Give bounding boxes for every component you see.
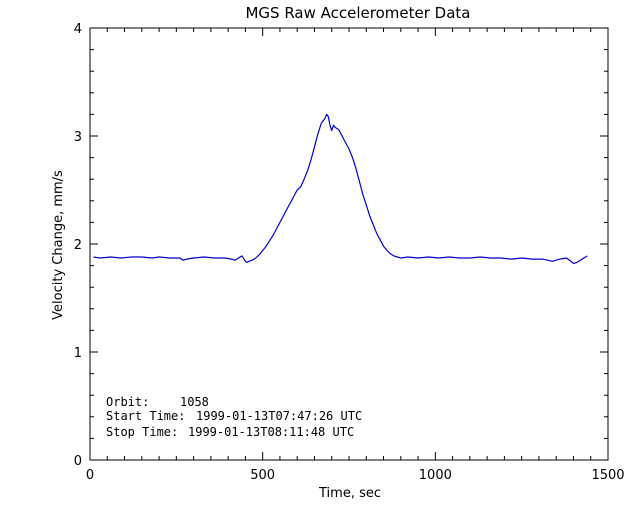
start-time-label: Start Time:	[106, 409, 185, 423]
y-axis-label: Velocity Change, mm/s	[51, 170, 66, 320]
start-time-value: 1999-01-13T07:47:26 UTC	[196, 409, 362, 423]
y-tick-label: 0	[74, 454, 82, 469]
x-axis-label: Time, sec	[318, 486, 381, 501]
x-tick-label: 500	[250, 468, 275, 483]
stop-time-value: 1999-01-13T08:11:48 UTC	[188, 425, 354, 439]
x-tick-label: 1500	[591, 468, 624, 483]
velocity-change-line	[93, 113, 588, 264]
y-tick-label: 2	[74, 238, 82, 253]
x-tick-label: 0	[86, 468, 94, 483]
stop-time-label: Stop Time:	[106, 425, 178, 439]
axis-tick-labels: 0 500 1000 1500 0 1 2 3 4	[74, 22, 625, 483]
data-series	[93, 113, 588, 264]
plot-border	[89, 27, 609, 461]
orbit-label: Orbit:	[106, 395, 149, 409]
y-tick-label: 4	[74, 22, 82, 37]
chart-title: MGS Raw Accelerometer Data	[245, 4, 470, 22]
axis-ticks	[89, 27, 609, 461]
x-tick-label: 1000	[419, 468, 452, 483]
orbit-value: 1058	[180, 395, 209, 409]
orbit-info: Orbit: 1058 Start Time: 1999-01-13T07:47…	[106, 395, 362, 439]
y-tick-label: 1	[74, 346, 82, 361]
plot-frame	[89, 27, 609, 461]
y-tick-label: 3	[74, 130, 82, 145]
